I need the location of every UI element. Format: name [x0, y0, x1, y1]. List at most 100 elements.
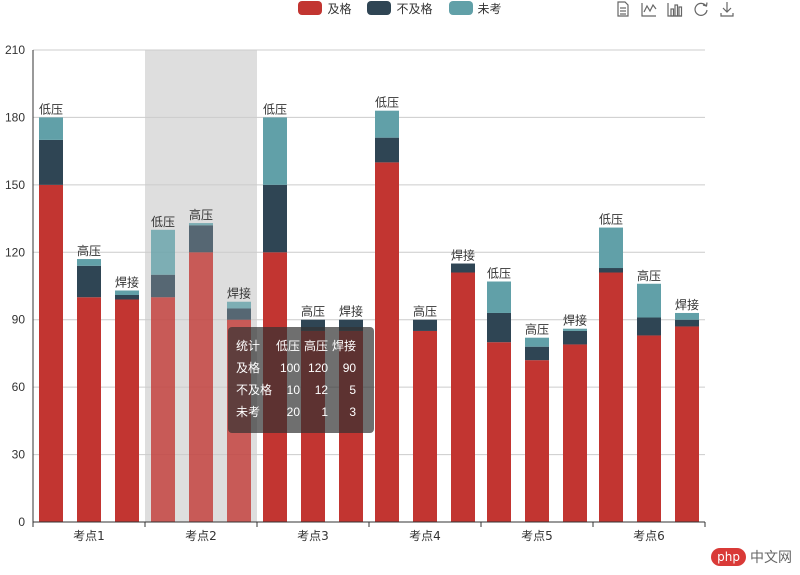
bar-segment	[599, 272, 623, 522]
bar-label: 高压	[301, 304, 325, 319]
line-chart-icon[interactable]	[640, 0, 658, 18]
bar-segment	[675, 319, 699, 327]
x-tick-label: 考点5	[521, 529, 553, 543]
legend-label: 不及格	[396, 1, 433, 16]
bar-segment	[451, 263, 475, 273]
chart-toolbox	[614, 0, 736, 18]
bar-label: 低压	[375, 96, 399, 110]
bar-segment	[599, 227, 623, 269]
bar-label: 焊接	[563, 313, 587, 328]
bar-segment	[339, 319, 363, 331]
bar-segment	[189, 252, 213, 523]
bar-segment	[563, 328, 587, 331]
tooltip-row: 及格 100 120 90	[234, 357, 358, 379]
bar-segment	[525, 346, 549, 361]
bar-segment	[189, 223, 213, 226]
bar-label: 低压	[599, 213, 623, 227]
tooltip-table: 统计 低压 高压 焊接 及格 100 120 90 不及格 10 12 5 未考 20 1 3	[234, 335, 358, 423]
tooltip-cell: 不及格	[236, 383, 273, 397]
bar-segment	[227, 301, 251, 309]
bar-segment	[451, 272, 475, 522]
tooltip-cell: 未考	[236, 405, 261, 419]
legend-swatch	[367, 1, 392, 15]
bar-segment	[115, 290, 139, 295]
bar-label: 焊接	[115, 274, 139, 289]
bar-chart-icon[interactable]	[666, 0, 684, 18]
bar-segment	[77, 259, 101, 266]
tooltip-cell: 120	[308, 361, 329, 375]
watermark-text: 中文网	[750, 550, 792, 566]
y-tick-label: 30	[12, 448, 26, 462]
tooltip-cell: 5	[349, 383, 357, 397]
y-tick-label: 150	[5, 178, 25, 192]
bar-label: 焊接	[451, 248, 475, 263]
bar-segment	[39, 139, 63, 185]
bar-label: 高压	[77, 243, 101, 258]
bar-segment	[115, 294, 139, 300]
legend-item[interactable]: 未考	[448, 0, 502, 17]
legend-label: 未考	[477, 1, 502, 16]
bar-segment	[39, 117, 63, 140]
x-tick-label: 考点4	[409, 529, 441, 543]
bar-segment	[115, 299, 139, 522]
bar-segment	[675, 326, 699, 522]
site-watermark: php 中文网	[711, 547, 792, 567]
bar-segment	[525, 337, 549, 347]
refresh-icon[interactable]	[692, 0, 710, 18]
bar-segment	[301, 319, 325, 331]
bar-label: 低压	[487, 267, 511, 281]
bar-segment	[487, 312, 511, 343]
y-tick-label: 60	[12, 380, 26, 394]
bar-segment	[77, 297, 101, 522]
tooltip-cell: 1	[321, 405, 329, 419]
bar-segment	[263, 184, 287, 253]
bar-label: 高压	[637, 268, 661, 283]
bar-segment	[151, 297, 175, 522]
y-tick-label: 180	[5, 110, 25, 124]
download-icon[interactable]	[718, 0, 736, 18]
watermark-logo: php	[711, 548, 746, 566]
tooltip-cell: 20	[286, 405, 301, 419]
tooltip-header-row: 统计 低压 高压 焊接	[234, 335, 358, 357]
legend-swatch	[448, 1, 473, 15]
legend-swatch	[298, 1, 323, 15]
bar-segment	[375, 110, 399, 138]
bar-segment	[189, 225, 213, 253]
bar-segment	[599, 268, 623, 273]
bar-label: 高压	[525, 322, 549, 337]
x-tick-label: 考点3	[297, 529, 329, 543]
bar-segment	[263, 117, 287, 185]
bar-segment	[375, 162, 399, 522]
data-view-icon[interactable]	[614, 0, 632, 18]
bar-label: 高压	[189, 207, 213, 222]
x-tick-label: 考点6	[633, 529, 665, 543]
bar-segment	[525, 360, 549, 522]
y-tick-label: 90	[12, 313, 26, 327]
tooltip-cell: 高压	[304, 339, 329, 353]
bar-segment	[39, 184, 63, 522]
bar-segment	[637, 317, 661, 336]
bar-label: 焊接	[227, 286, 251, 301]
bar-segment	[637, 335, 661, 522]
bar-segment	[77, 265, 101, 298]
legend-item[interactable]: 及格	[298, 0, 351, 17]
x-tick-label: 考点2	[185, 529, 217, 543]
bar-label: 低压	[151, 215, 175, 229]
bar-segment	[563, 330, 587, 345]
x-tick-label: 考点1	[73, 529, 105, 543]
tooltip-cell: 10	[286, 383, 301, 397]
tooltip-cell: 统计	[236, 339, 261, 353]
bar-segment	[563, 344, 587, 522]
tooltip-cell: 焊接	[332, 339, 357, 353]
bar-segment	[413, 319, 437, 331]
legend-label: 及格	[327, 1, 352, 16]
bar-segment	[487, 281, 511, 313]
bar-label: 焊接	[339, 304, 363, 319]
bar-label: 焊接	[675, 297, 699, 312]
chart-tooltip: 统计 低压 高压 焊接 及格 100 120 90 不及格 10 12 5 未考 20 1 3	[228, 327, 374, 433]
bar-label: 低压	[39, 102, 63, 116]
tooltip-row: 未考 20 1 3	[234, 401, 358, 423]
legend-item[interactable]: 不及格	[367, 0, 433, 17]
tooltip-cell: 12	[314, 383, 329, 397]
